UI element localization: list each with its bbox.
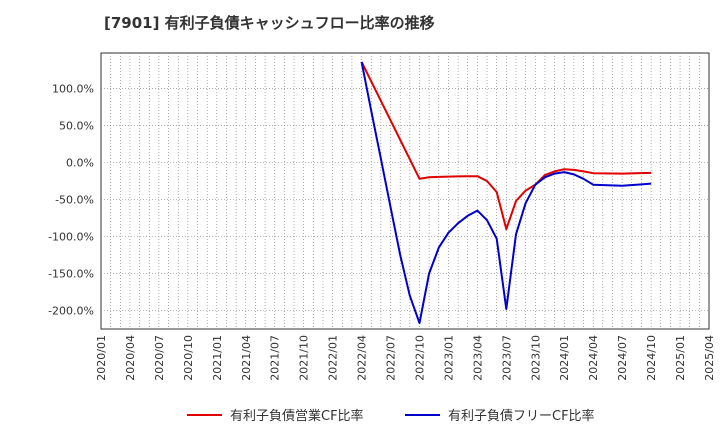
x-tick-label: 2022/07 [385,335,398,381]
y-tick-label: -150.0% [48,268,94,281]
x-tick-label: 2020/10 [182,335,195,381]
x-tick-label: 2023/01 [442,335,455,381]
y-tick-label: 50.0% [59,120,94,133]
y-tick-label: 0.0% [66,157,94,170]
y-tick-label: 100.0% [52,83,94,96]
x-tick-label: 2022/10 [413,335,426,381]
x-tick-label: 2025/01 [674,335,687,381]
x-tick-label: 2020/04 [124,335,137,381]
x-tick-label: 2023/04 [471,335,484,381]
x-tick-label: 2023/10 [529,335,542,381]
x-axis-tick-labels: 2020/01 2020/04 2020/07 2020/10 2021/01 2021/… [95,335,716,381]
x-tick-label: 2021/04 [240,335,253,381]
x-tick-label: 2022/04 [356,335,369,381]
x-tick-label: 2025/04 [703,335,716,381]
x-tick-label: 2024/10 [645,335,658,381]
legend-label-free-cf: 有利子負債フリーCF比率 [448,408,595,424]
y-tick-label: -100.0% [48,231,94,244]
x-tick-label: 2021/01 [211,335,224,381]
legend: 有利子負債営業CF比率 有利子負債フリーCF比率 [187,408,595,424]
x-tick-label: 2024/07 [616,335,629,381]
grid-lines [101,53,709,329]
chart-title: [7901] 有利子負債キャッシュフロー比率の推移 [104,14,435,32]
legend-label-operating-cf: 有利子負債営業CF比率 [230,408,364,424]
series-line-free-cf [360,61,652,325]
y-tick-label: -200.0% [48,305,94,318]
plot-area [100,52,710,330]
y-axis-tick-labels: 100.0% 50.0% 0.0% -50.0% -100.0% -150.0% -200.… [48,83,94,318]
x-tick-label: 2022/01 [327,335,340,381]
series-line-operating-cf [360,61,652,231]
x-tick-label: 2023/07 [500,335,513,381]
series-lines [360,61,652,325]
y-tick-label: -50.0% [55,194,94,207]
x-tick-label: 2021/07 [269,335,282,381]
x-tick-label: 2024/01 [558,335,571,381]
x-tick-label: 2020/07 [153,335,166,381]
x-tick-label: 2021/10 [298,335,311,381]
x-tick-label: 2024/04 [587,335,600,381]
x-tick-label: 2020/01 [95,335,108,381]
